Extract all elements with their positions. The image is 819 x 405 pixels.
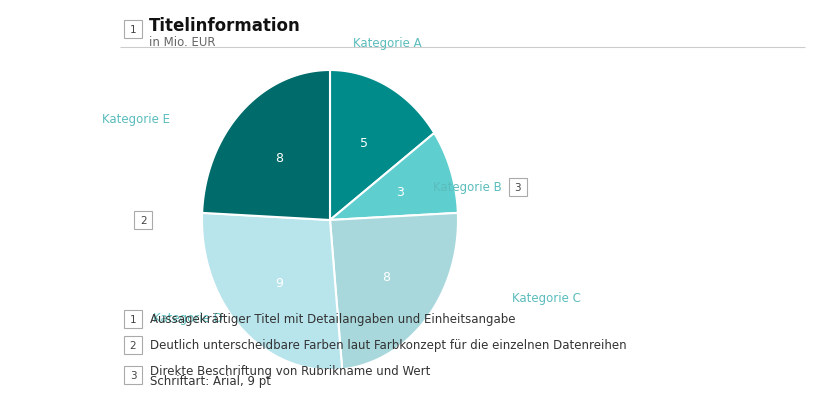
- Text: 8: 8: [382, 271, 390, 284]
- FancyBboxPatch shape: [124, 310, 142, 328]
- Text: 2: 2: [129, 340, 136, 350]
- Polygon shape: [202, 71, 329, 220]
- Text: 1: 1: [129, 314, 136, 324]
- Text: in Mio. EUR: in Mio. EUR: [149, 35, 215, 48]
- Polygon shape: [329, 134, 457, 220]
- Text: 1: 1: [129, 25, 136, 35]
- Text: Kategorie C: Kategorie C: [511, 292, 580, 305]
- Polygon shape: [329, 213, 458, 369]
- Text: 9: 9: [274, 277, 283, 290]
- FancyBboxPatch shape: [124, 366, 142, 384]
- Text: 8: 8: [274, 151, 283, 164]
- FancyBboxPatch shape: [124, 21, 142, 39]
- Text: 5: 5: [360, 137, 368, 150]
- Text: Titelinformation: Titelinformation: [149, 17, 301, 35]
- Text: 2: 2: [140, 215, 147, 226]
- Text: Kategorie A: Kategorie A: [353, 37, 422, 50]
- Text: Kategorie B: Kategorie B: [432, 181, 501, 194]
- Text: Aussagekräftiger Titel mit Detailangaben und Einheitsangabe: Aussagekräftiger Titel mit Detailangaben…: [150, 313, 515, 326]
- Text: 3: 3: [514, 183, 520, 192]
- Text: Deutlich unterscheidbare Farben laut Farbkonzept für die einzelnen Datenreihen: Deutlich unterscheidbare Farben laut Far…: [150, 339, 626, 352]
- FancyBboxPatch shape: [508, 179, 526, 196]
- Polygon shape: [329, 71, 434, 220]
- Polygon shape: [201, 213, 342, 370]
- Text: 3: 3: [129, 370, 136, 380]
- FancyBboxPatch shape: [134, 211, 152, 230]
- Text: Kategorie D: Kategorie D: [153, 311, 223, 324]
- Text: Schriftart: Arial, 9 pt: Schriftart: Arial, 9 pt: [150, 375, 270, 388]
- Text: 3: 3: [396, 185, 404, 198]
- FancyBboxPatch shape: [124, 336, 142, 354]
- Text: Kategorie E: Kategorie E: [102, 112, 170, 125]
- Text: Direkte Beschriftung von Rubrikname und Wert: Direkte Beschriftung von Rubrikname und …: [150, 364, 430, 377]
